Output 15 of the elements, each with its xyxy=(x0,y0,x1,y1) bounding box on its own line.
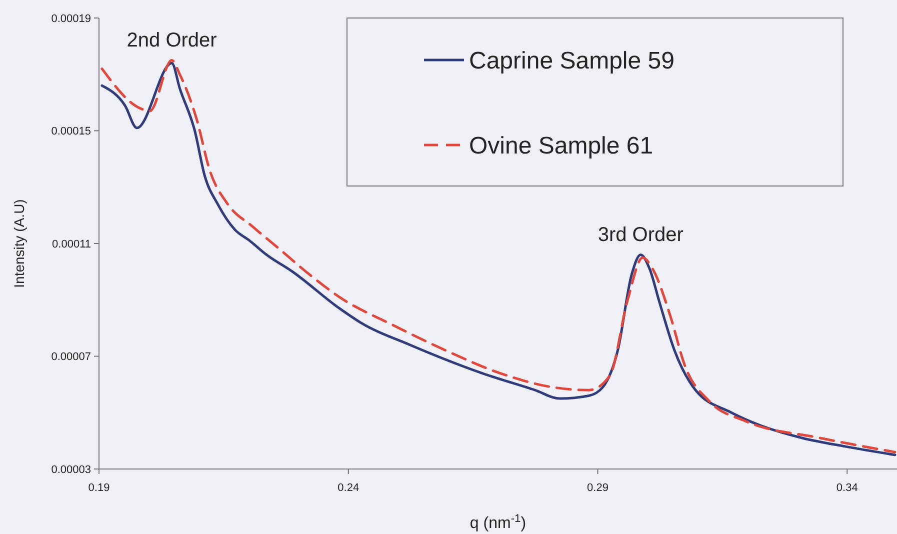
annotation: 3rd Order xyxy=(598,224,684,246)
legend-label: Caprine Sample 59 xyxy=(469,47,674,74)
y-tick-label: 0.00007 xyxy=(51,351,91,364)
x-tick-label: 0.29 xyxy=(587,482,608,494)
legend-label: Ovine Sample 61 xyxy=(469,132,654,160)
annotation: 2nd Order xyxy=(126,29,218,52)
x-tick-label: 0.34 xyxy=(836,482,858,494)
y-tick-label: 0.00011 xyxy=(52,238,91,250)
x-tick-label: 0.19 xyxy=(88,482,110,494)
y-tick-label: 0.00019 xyxy=(51,12,91,25)
x-axis-title: q (nm$^{-1}$) xyxy=(470,513,526,532)
y-tick-label: 0.00003 xyxy=(51,464,91,476)
y-tick-label: 0.00015 xyxy=(51,126,91,138)
x-tick-label: 0.24 xyxy=(338,482,360,494)
y-axis-title: Intensity (A.U) xyxy=(11,199,27,288)
